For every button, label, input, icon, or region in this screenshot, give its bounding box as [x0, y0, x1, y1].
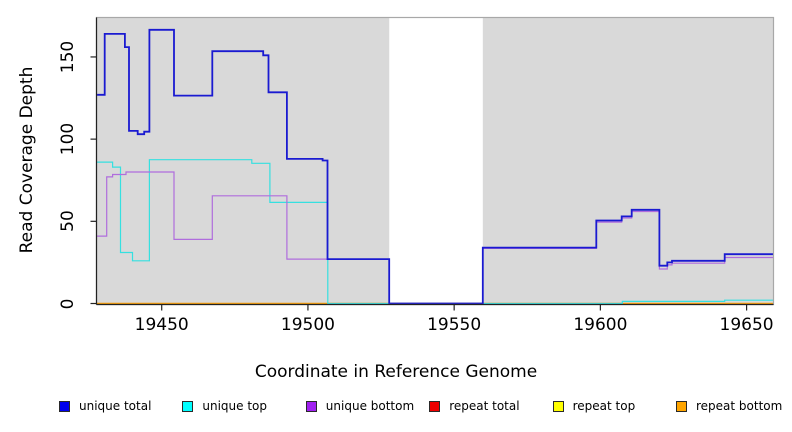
legend-item-unique-top: unique top [182, 399, 267, 413]
legend-label: unique total [79, 399, 152, 413]
x-tick-label: 19450 [134, 315, 189, 335]
no-data-band [389, 17, 483, 305]
legend-swatch [305, 400, 317, 412]
legend-item-repeat-total: repeat total [429, 399, 520, 413]
series-line-unique-total [96, 28, 774, 305]
x-tick-label: 19550 [427, 315, 482, 335]
legend: unique total unique top unique bottom repea… [0, 399, 792, 419]
x-tick-label: 19500 [280, 315, 335, 335]
legend-item-repeat-bottom: repeat bottom [676, 399, 782, 413]
legend-label: unique bottom [325, 399, 415, 413]
y-tick-label: 0 [58, 298, 78, 309]
x-tick-label: 19600 [573, 315, 628, 335]
x-axis-title: Coordinate in Reference Genome [254, 362, 538, 382]
y-tick-label: 50 [58, 210, 78, 233]
legend-item-unique-total: unique total [59, 399, 151, 413]
legend-swatch [429, 400, 441, 412]
legend-swatch [59, 400, 70, 412]
series-line-unique-top [96, 159, 774, 305]
legend-swatch [552, 400, 564, 412]
legend-label: unique top [202, 399, 268, 413]
legend-swatch [676, 400, 687, 412]
legend-label: repeat bottom [696, 399, 783, 413]
y-tick-label: 100 [58, 122, 78, 156]
legend-label: repeat total [449, 399, 520, 413]
legend-swatch [182, 400, 194, 412]
y-axis-title: Read Coverage Depth [17, 66, 37, 254]
x-tick-label: 19650 [719, 315, 774, 335]
legend-item-unique-bottom: unique bottom [305, 399, 415, 413]
legend-label: repeat top [572, 399, 636, 413]
y-tick-label: 150 [58, 40, 78, 74]
legend-item-repeat-top: repeat top [552, 399, 636, 413]
